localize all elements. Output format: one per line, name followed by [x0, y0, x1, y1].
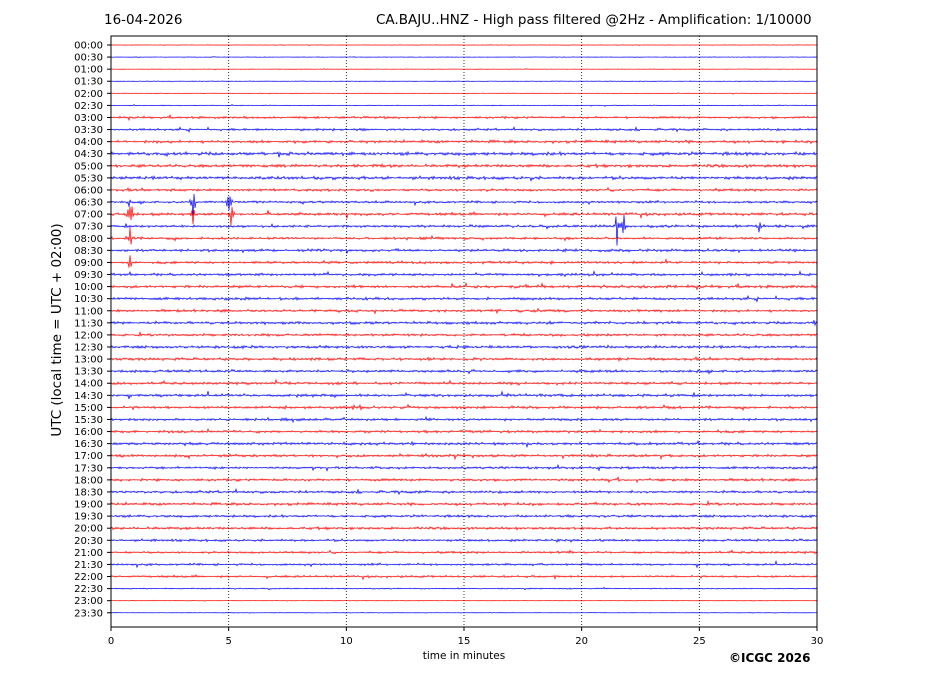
y-tick-label: 02:30 — [74, 101, 103, 112]
y-tick-label: 12:00 — [74, 330, 103, 341]
trace-row — [110, 270, 818, 278]
y-tick-label: 19:30 — [74, 512, 103, 523]
x-axis-label: time in minutes — [422, 650, 506, 662]
y-tick-label: 17:30 — [74, 463, 103, 474]
vertical-gridlines — [228, 36, 700, 627]
trace-row — [110, 294, 818, 303]
x-axis-ticks: 0 5 10 15 20 25 30 — [108, 627, 824, 647]
y-axis-label: UTC (local time = UTC + 02:00) — [49, 223, 65, 437]
y-tick-label: 18:00 — [74, 475, 103, 486]
y-tick-label: 01:30 — [74, 77, 103, 88]
y-tick-label: 00:00 — [74, 41, 103, 52]
y-tick-label: 15:00 — [74, 403, 103, 414]
copyright-notice: ©ICGC 2026 — [729, 651, 811, 665]
trace-row — [110, 574, 818, 581]
x-tick-label: 20 — [575, 636, 588, 647]
y-tick-label: 21:30 — [74, 560, 103, 571]
y-tick-label: 13:00 — [74, 355, 103, 366]
y-tick-label: 12:30 — [74, 343, 103, 354]
trace-row — [110, 549, 818, 555]
y-tick-label: 09:30 — [74, 270, 103, 281]
y-tick-label: 10:30 — [74, 294, 103, 305]
y-tick-label: 16:00 — [74, 427, 103, 438]
y-tick-label: 23:00 — [74, 596, 103, 607]
trace-row — [110, 390, 818, 400]
x-tick-label: 25 — [693, 636, 706, 647]
y-tick-label: 19:00 — [74, 500, 103, 511]
trace-row — [110, 247, 818, 255]
y-tick-label: 08:00 — [74, 234, 103, 245]
y-tick-label: 21:00 — [74, 548, 103, 559]
y-tick-label: 03:30 — [74, 125, 103, 136]
x-tick-label: 15 — [458, 636, 471, 647]
y-tick-label: 18:30 — [74, 487, 103, 498]
y-tick-label: 22:00 — [74, 572, 103, 583]
y-tick-label: 03:00 — [74, 113, 103, 124]
trace-row — [110, 227, 818, 245]
y-tick-label: 01:00 — [74, 65, 103, 76]
y-tick-label: 08:30 — [74, 246, 103, 257]
plot-date: 16-04-2026 — [104, 12, 183, 28]
trace-row — [110, 281, 818, 290]
trace-row — [110, 320, 818, 327]
trace-row — [110, 368, 818, 375]
x-tick-label: 0 — [108, 636, 114, 647]
trace-row — [110, 330, 818, 338]
plot-frame — [110, 35, 818, 628]
y-tick-label: 05:00 — [74, 161, 103, 172]
y-tick-label: 11:00 — [74, 306, 103, 317]
y-tick-label: 15:30 — [74, 415, 103, 426]
y-tick-label: 06:30 — [74, 198, 103, 209]
trace-row — [110, 403, 818, 412]
plot-title: CA.BAJU..HNZ - High pass filtered @2Hz -… — [376, 12, 812, 28]
y-tick-label: 11:30 — [74, 318, 103, 329]
trace-row — [110, 355, 818, 362]
y-tick-label: 05:30 — [74, 173, 103, 184]
y-tick-label: 14:00 — [74, 379, 103, 390]
y-tick-label: 10:00 — [74, 282, 103, 293]
y-tick-label: 16:30 — [74, 439, 103, 450]
trace-row — [110, 307, 818, 315]
y-tick-label: 07:30 — [74, 222, 103, 233]
x-tick-label: 30 — [811, 636, 824, 647]
x-tick-label: 10 — [340, 636, 353, 647]
y-tick-label: 23:30 — [74, 608, 103, 619]
y-tick-label: 14:30 — [74, 391, 103, 402]
y-tick-label: 04:00 — [74, 137, 103, 148]
y-tick-label: 22:30 — [74, 584, 103, 595]
trace-row — [110, 344, 818, 350]
y-tick-label: 17:00 — [74, 451, 103, 462]
y-tick-label: 06:00 — [74, 185, 103, 196]
y-tick-label: 00:30 — [74, 53, 103, 64]
x-tick-label: 5 — [225, 636, 231, 647]
y-axis-ticks: 00:0000:3001:0001:3002:0002:3003:0003:30… — [74, 41, 111, 619]
y-tick-label: 04:30 — [74, 149, 103, 160]
y-tick-label: 02:00 — [74, 89, 103, 100]
y-tick-label: 20:00 — [74, 524, 103, 535]
y-tick-label: 09:00 — [74, 258, 103, 269]
trace-row — [110, 378, 818, 386]
y-tick-label: 20:30 — [74, 536, 103, 547]
y-tick-label: 13:30 — [74, 367, 103, 378]
y-tick-label: 07:00 — [74, 210, 103, 221]
